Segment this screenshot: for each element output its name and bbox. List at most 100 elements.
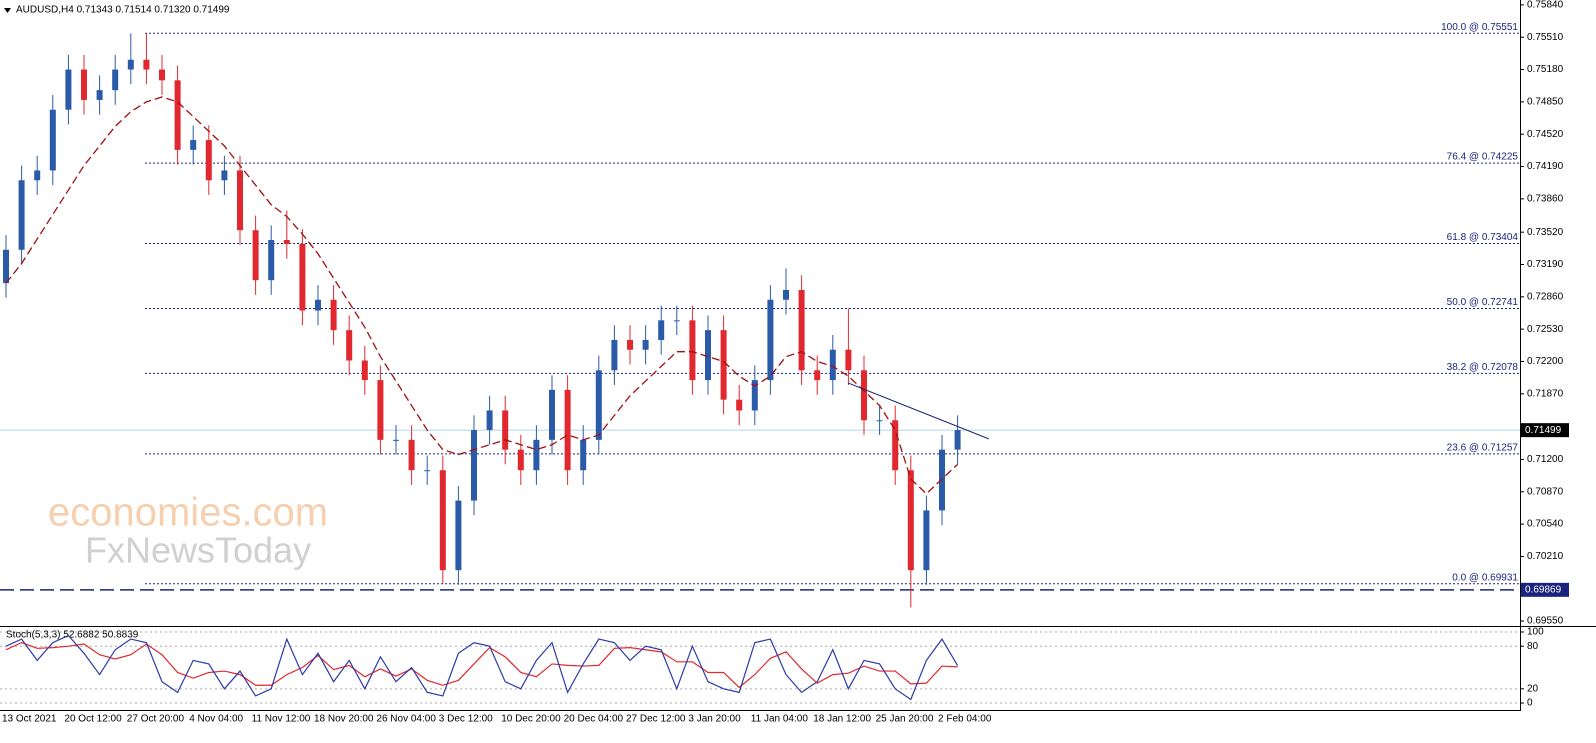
watermark: FxNewsToday xyxy=(85,530,311,571)
x-tick-label: 26 Nov 04:00 xyxy=(376,714,436,725)
y-tick-label: 0.74190 xyxy=(1527,161,1564,172)
y-tick-label: 0.71200 xyxy=(1527,454,1564,465)
stoch-line xyxy=(5,641,958,689)
candle-body xyxy=(939,449,945,511)
candle-body xyxy=(455,500,462,571)
candle-body xyxy=(237,170,243,231)
y-tick-label: 20 xyxy=(1527,683,1539,694)
x-tick-label: 3 Jan 20:00 xyxy=(688,714,741,725)
candle-body xyxy=(299,243,306,311)
x-tick-label: 18 Nov 20:00 xyxy=(314,714,374,725)
y-tick-label: 0.71870 xyxy=(1527,388,1564,399)
y-tick-label: 0.70870 xyxy=(1527,486,1564,497)
fib-label: 61.8 @ 0.73404 xyxy=(1447,232,1519,243)
candle-body xyxy=(876,420,883,422)
x-tick-label: 2 Feb 04:00 xyxy=(938,714,992,725)
x-tick-label: 3 Dec 12:00 xyxy=(439,714,493,725)
fib-label: 23.6 @ 0.71257 xyxy=(1447,443,1519,454)
support-box xyxy=(1521,582,1569,597)
support-label: 0.69869 xyxy=(1525,584,1562,595)
x-tick-label: 20 Dec 04:00 xyxy=(564,714,624,725)
candle-body xyxy=(159,69,165,81)
fib-label: 100.0 @ 0.75551 xyxy=(1441,22,1518,33)
candle-body xyxy=(736,399,743,411)
y-tick-label: 0.72860 xyxy=(1527,291,1564,302)
x-tick-label: 27 Oct 20:00 xyxy=(127,714,185,725)
candle-body xyxy=(595,370,602,440)
candle-body xyxy=(705,330,711,381)
x-tick-label: 11 Jan 04:00 xyxy=(751,714,809,725)
stoch-line xyxy=(5,634,959,701)
candle-body xyxy=(658,320,665,340)
candle-body xyxy=(439,470,446,571)
candle-body xyxy=(517,449,524,471)
y-tick-label: 0.69550 xyxy=(1527,616,1564,627)
candle-body xyxy=(673,320,680,322)
y-tick-label: 0.75840 xyxy=(1527,0,1564,11)
candle-body xyxy=(424,470,431,472)
candle-body xyxy=(783,289,789,300)
x-tick-label: 11 Nov 12:00 xyxy=(252,714,311,725)
stoch-title: Stoch(5,3,3) 52.6882 50.8839 xyxy=(6,630,139,641)
candle-body xyxy=(268,240,275,281)
x-tick-label: 13 Oct 2021 xyxy=(2,714,57,725)
candle-body xyxy=(829,349,836,381)
x-tick-label: 18 Jan 12:00 xyxy=(813,714,871,725)
candle-body xyxy=(190,140,197,150)
candle-body xyxy=(502,410,509,450)
candle-body xyxy=(767,299,774,381)
x-tick-label: 27 Dec 12:00 xyxy=(626,714,686,725)
x-tick-label: 25 Jan 20:00 xyxy=(876,714,934,725)
moving-average xyxy=(5,96,959,495)
candle-body xyxy=(892,420,899,471)
candle-body xyxy=(751,380,758,411)
candle-body xyxy=(49,109,56,171)
candle-body xyxy=(954,430,961,450)
trendline xyxy=(848,382,989,440)
fib-label: 0.0 @ 0.69931 xyxy=(1452,572,1518,583)
candle-body xyxy=(221,170,228,181)
watermark: economies.com xyxy=(48,491,328,535)
fib-label: 38.2 @ 0.72078 xyxy=(1447,362,1519,373)
candle-body xyxy=(18,180,25,250)
y-tick-label: 0.73860 xyxy=(1527,194,1564,205)
y-tick-label: 0.73190 xyxy=(1527,259,1564,270)
candle-body xyxy=(486,410,493,431)
candle-body xyxy=(689,320,696,381)
candle-body xyxy=(471,430,477,501)
current-price-box xyxy=(1521,423,1569,438)
candle-body xyxy=(81,69,87,100)
candle-body xyxy=(564,389,571,471)
y-tick-label: 100 xyxy=(1527,627,1544,638)
candle-body xyxy=(174,80,181,150)
x-tick-label: 10 Dec 20:00 xyxy=(501,714,561,725)
y-tick-label: 0.73520 xyxy=(1527,227,1564,238)
candle-body xyxy=(34,170,41,181)
chart-header: AUDUSD,H4 0.71343 0.71514 0.71320 0.7149… xyxy=(16,5,230,16)
y-tick-label: 0.72530 xyxy=(1527,324,1564,335)
y-tick-label: 80 xyxy=(1527,641,1539,652)
candle-body xyxy=(330,299,337,331)
candle-body xyxy=(96,90,103,100)
candle-body xyxy=(127,59,134,70)
candle-body xyxy=(798,289,805,371)
candle-body xyxy=(205,140,212,181)
fib-label: 76.4 @ 0.74225 xyxy=(1447,152,1519,163)
candle-body xyxy=(845,349,852,371)
candle-body xyxy=(580,439,587,471)
y-tick-label: 0.74850 xyxy=(1527,97,1564,108)
candle-body xyxy=(611,339,618,371)
candle-body xyxy=(907,470,914,571)
y-tick-label: 0.75510 xyxy=(1527,32,1564,43)
candle-body xyxy=(533,439,540,471)
candle-body xyxy=(377,380,384,440)
candle-body xyxy=(408,439,415,471)
y-tick-label: 0.74520 xyxy=(1527,129,1564,140)
y-tick-label: 0.70210 xyxy=(1527,551,1564,562)
candle-body xyxy=(346,330,353,361)
x-tick-label: 4 Nov 04:00 xyxy=(189,714,243,725)
candle-body xyxy=(143,59,150,70)
candle-body xyxy=(65,69,72,110)
